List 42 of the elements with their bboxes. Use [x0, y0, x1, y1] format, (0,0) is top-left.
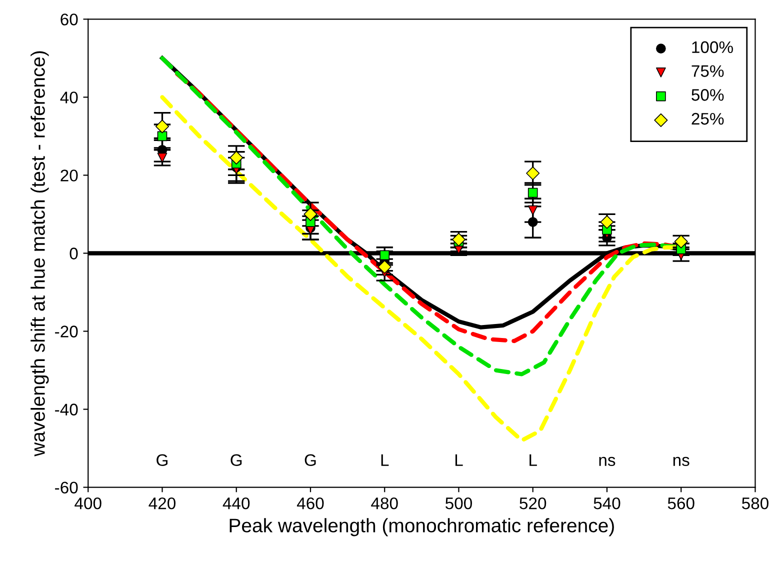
x-tick-label: 480 — [371, 497, 398, 510]
y-tick-label: -20 — [55, 326, 78, 338]
y-tick-label: 0 — [70, 248, 78, 260]
y-tick-label: 20 — [60, 170, 78, 182]
x-tick-label: 500 — [445, 497, 472, 510]
annotation: ns — [673, 456, 690, 466]
x-axis-title: Peak wavelength (monochromatic reference) — [230, 518, 614, 536]
y-tick-label: -60 — [55, 482, 78, 494]
legend-label: 100% — [692, 41, 733, 54]
legend-label: 25% — [692, 112, 724, 125]
y-tick-label: 60 — [60, 14, 78, 26]
x-tick-label: 580 — [742, 497, 768, 510]
point — [528, 205, 538, 216]
annotation: L — [381, 454, 389, 466]
x-tick-label: 520 — [520, 497, 546, 510]
y-tick-label: 40 — [60, 92, 78, 104]
y-axis-title: wavelength shift at hue match (test - reference) — [30, 51, 49, 456]
point — [380, 250, 390, 260]
x-tick-label: 420 — [148, 497, 176, 510]
annotation: G — [156, 454, 168, 466]
x-tick-label: 540 — [594, 497, 620, 510]
point — [528, 188, 538, 198]
point — [528, 217, 538, 227]
point — [304, 207, 318, 222]
point — [230, 150, 244, 164]
annotation: G — [304, 454, 316, 466]
x-tick-label: 460 — [296, 497, 324, 510]
point — [155, 120, 170, 134]
point — [157, 152, 168, 163]
y-tick-label: -40 — [55, 404, 78, 416]
x-tick-label: 440 — [222, 497, 250, 510]
annotation: L — [455, 454, 463, 466]
legend-label: 50% — [692, 89, 724, 101]
annotation: L — [530, 454, 537, 466]
point — [157, 131, 168, 142]
x-tick-label: 400 — [74, 497, 102, 510]
point — [526, 166, 540, 180]
point — [674, 234, 688, 248]
annotation: G — [230, 454, 242, 466]
annotation: ns — [599, 456, 616, 466]
x-tick-label: 560 — [668, 497, 694, 510]
legend-label: 75% — [692, 65, 724, 77]
